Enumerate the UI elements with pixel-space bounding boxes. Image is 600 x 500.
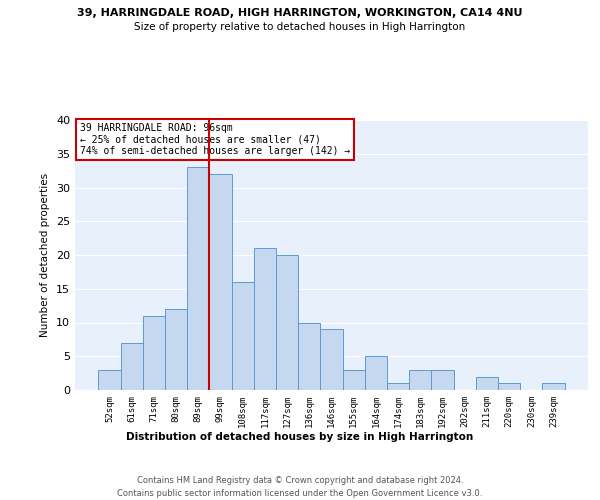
Bar: [498, 383, 520, 390]
Bar: [542, 383, 565, 390]
Bar: [387, 383, 409, 390]
Text: 39 HARRINGDALE ROAD: 96sqm
← 25% of detached houses are smaller (47)
74% of semi: 39 HARRINGDALE ROAD: 96sqm ← 25% of deta…: [80, 122, 350, 156]
Bar: [476, 376, 498, 390]
Bar: [187, 167, 209, 390]
Bar: [209, 174, 232, 390]
Bar: [232, 282, 254, 390]
Bar: [298, 322, 320, 390]
Text: Contains public sector information licensed under the Open Government Licence v3: Contains public sector information licen…: [118, 489, 482, 498]
Text: Distribution of detached houses by size in High Harrington: Distribution of detached houses by size …: [127, 432, 473, 442]
Text: Size of property relative to detached houses in High Harrington: Size of property relative to detached ho…: [134, 22, 466, 32]
Y-axis label: Number of detached properties: Number of detached properties: [40, 173, 50, 337]
Bar: [143, 316, 165, 390]
Bar: [320, 329, 343, 390]
Bar: [254, 248, 276, 390]
Bar: [276, 255, 298, 390]
Bar: [343, 370, 365, 390]
Bar: [121, 343, 143, 390]
Text: Contains HM Land Registry data © Crown copyright and database right 2024.: Contains HM Land Registry data © Crown c…: [137, 476, 463, 485]
Bar: [431, 370, 454, 390]
Bar: [409, 370, 431, 390]
Bar: [365, 356, 387, 390]
Bar: [165, 309, 187, 390]
Text: 39, HARRINGDALE ROAD, HIGH HARRINGTON, WORKINGTON, CA14 4NU: 39, HARRINGDALE ROAD, HIGH HARRINGTON, W…: [77, 8, 523, 18]
Bar: [98, 370, 121, 390]
